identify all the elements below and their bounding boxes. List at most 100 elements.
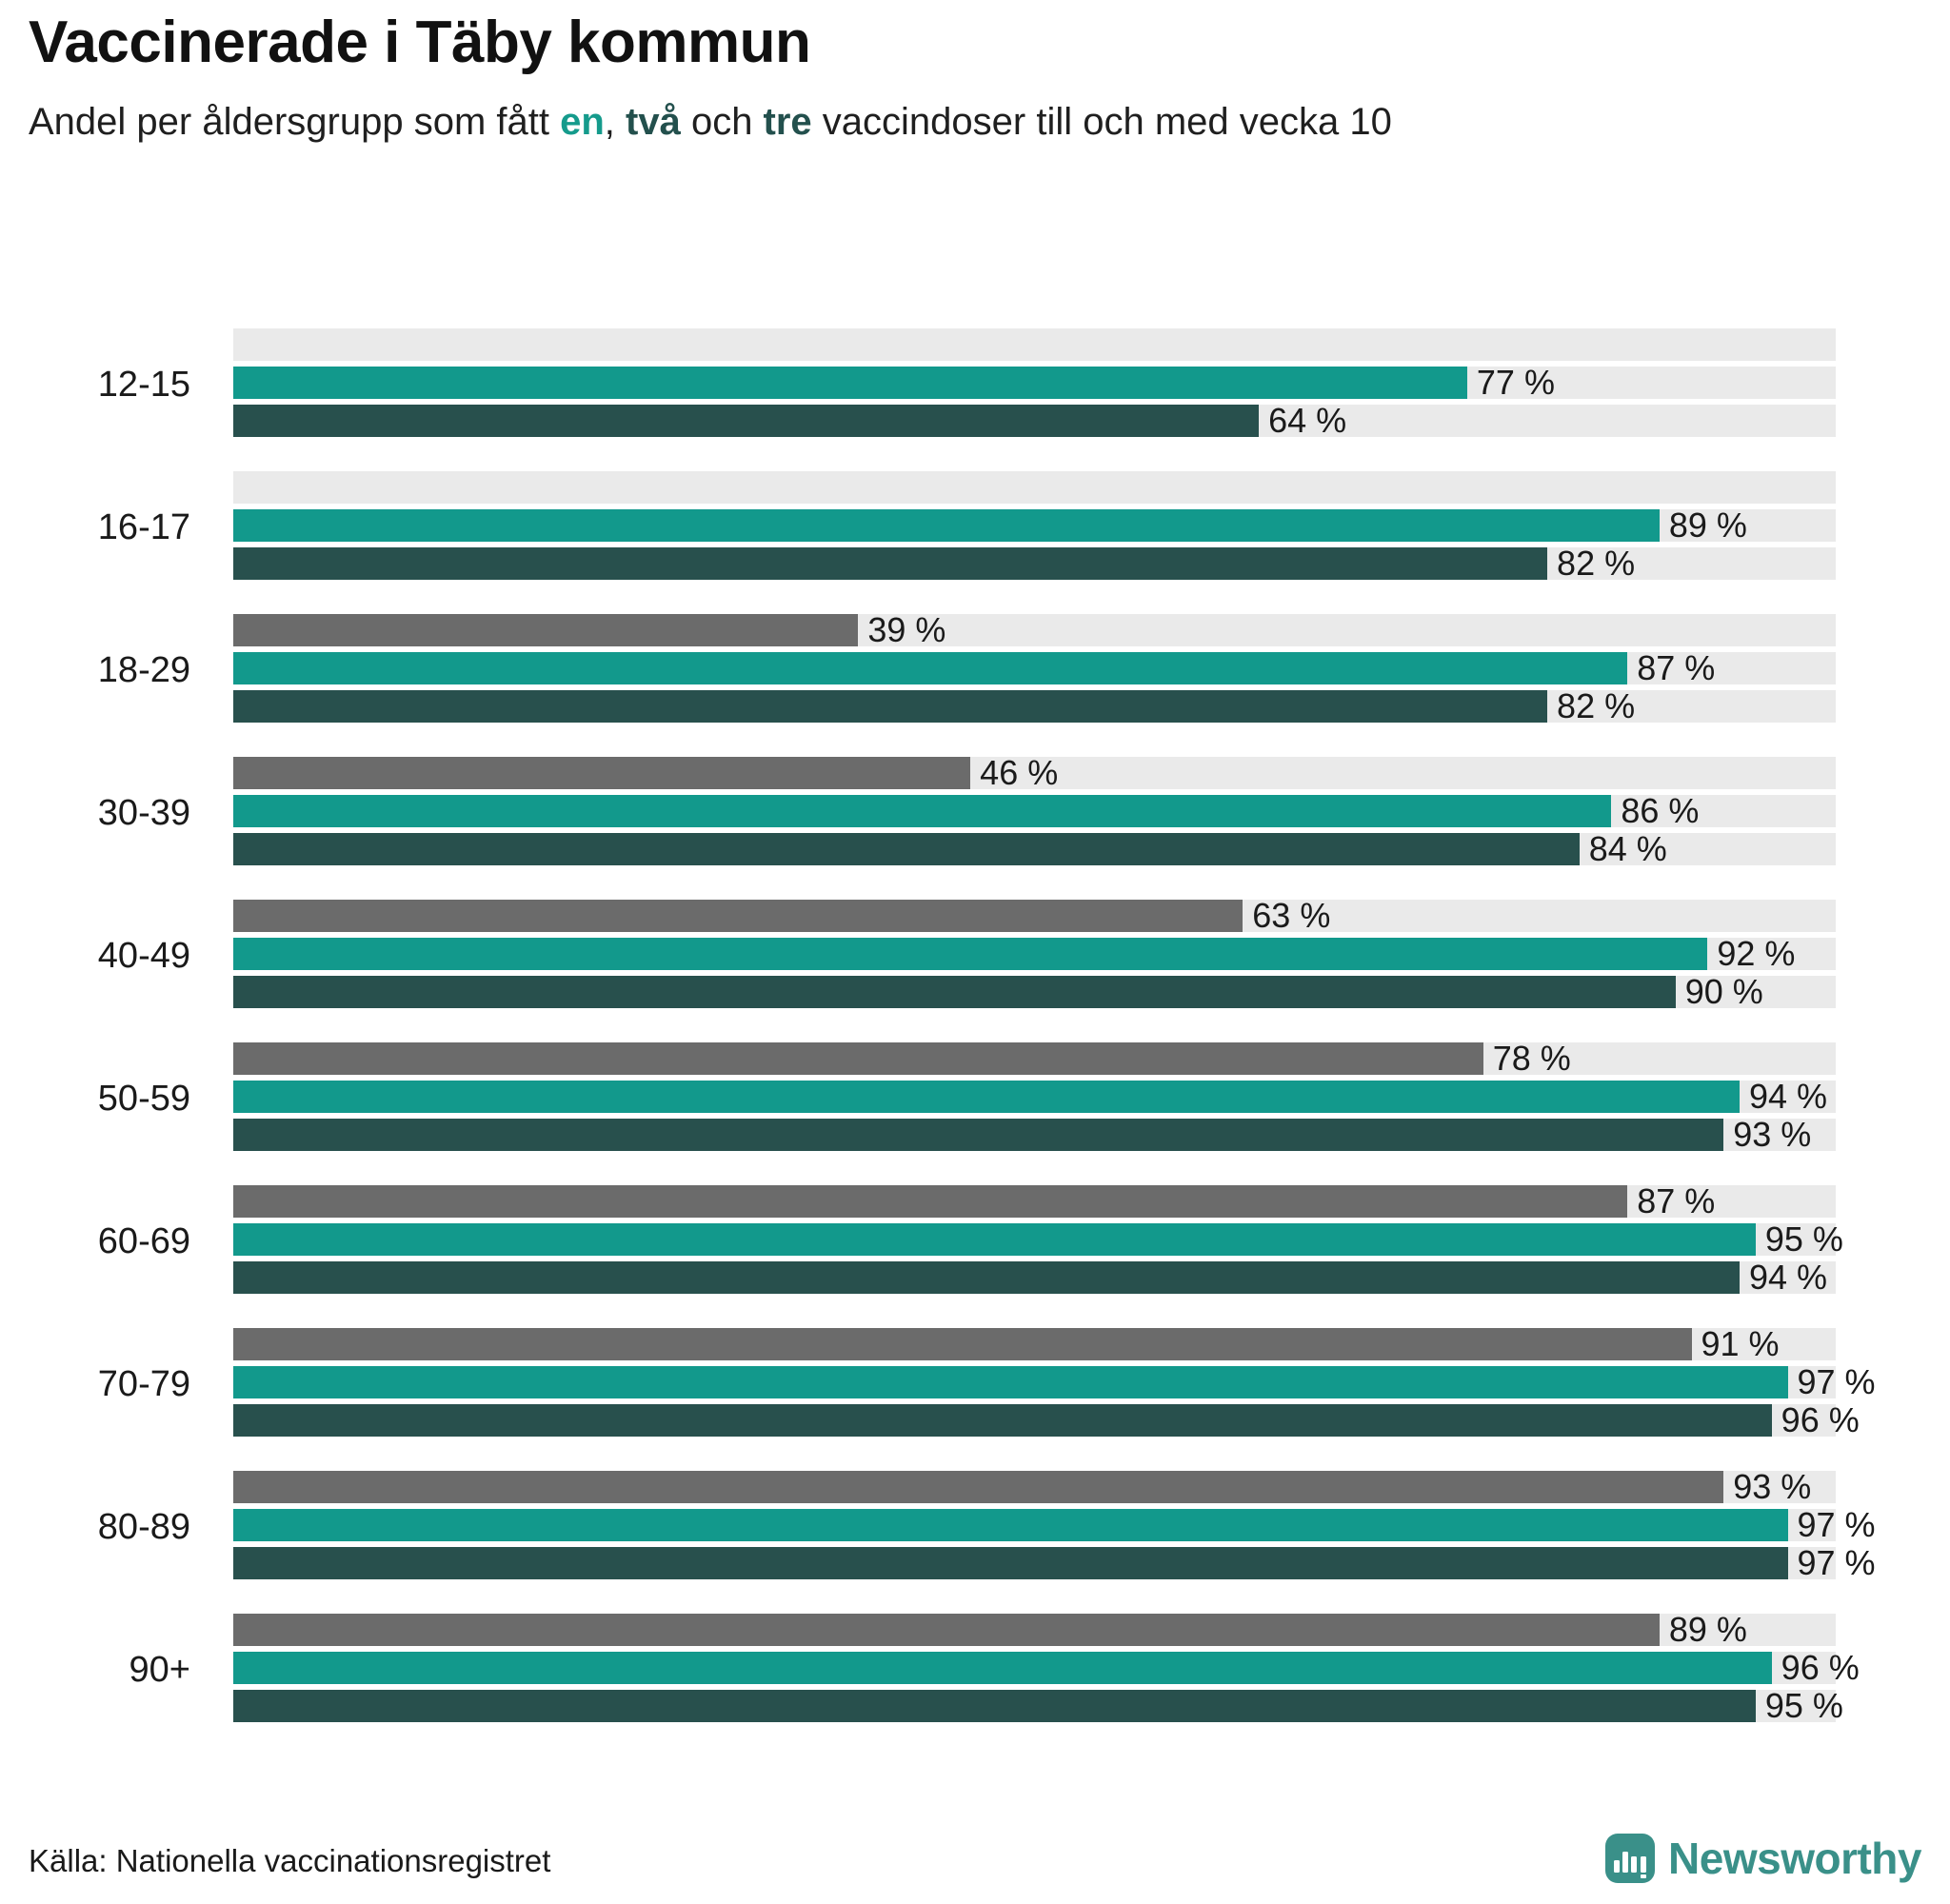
bar-track: 96 % <box>233 1400 1860 1439</box>
bar-två[interactable] <box>233 547 1548 580</box>
bar-track: 92 % <box>233 934 1836 973</box>
category-label: 80-89 <box>97 1507 190 1547</box>
bar-group: 50-59 78 % 94 % 93 % <box>0 1039 1950 1185</box>
bar-value-label: 91 % <box>1701 1324 1780 1363</box>
bar-value-label: 82 % <box>1557 686 1636 725</box>
bar-value-label: 90 % <box>1684 972 1763 1011</box>
bar-track: 90 % <box>233 972 1836 1011</box>
bar-value-label: 86 % <box>1621 791 1700 830</box>
chart-header: Vaccinerade i Täby kommun Andel per ålde… <box>29 11 1921 147</box>
bar-track: 97 % <box>233 1505 1876 1544</box>
bar-track: 95 % <box>233 1686 1843 1725</box>
bar-value-label: 87 % <box>1637 1181 1716 1220</box>
chart-footer: Källa: Nationella vaccinationsregistret … <box>29 1816 1921 1883</box>
bar-value-label: 97 % <box>1797 1543 1876 1582</box>
bar-track <box>233 471 1836 504</box>
bar-två[interactable] <box>233 976 1676 1008</box>
bar-value-label: 92 % <box>1717 934 1796 973</box>
category-label: 30-39 <box>97 793 190 833</box>
bar-två[interactable] <box>233 1547 1788 1579</box>
bar-en[interactable] <box>233 1509 1788 1541</box>
bar-track: 87 % <box>233 1181 1836 1220</box>
bar-en[interactable] <box>233 652 1628 684</box>
category-label: 16-17 <box>97 507 190 547</box>
bar-track: 78 % <box>233 1039 1836 1078</box>
bar-chart-plot-area: 12-15 77 % 64 % 16-17 89 % 82 % 18-29 39 % 87 % 8… <box>0 328 1950 1756</box>
bar-value-label: 93 % <box>1733 1467 1812 1506</box>
bar-två[interactable] <box>233 833 1580 865</box>
bar-value-label: 96 % <box>1781 1648 1860 1687</box>
bar-tre[interactable] <box>233 1042 1483 1075</box>
bar-value-label: 97 % <box>1797 1362 1876 1401</box>
subtitle-text-4: vaccindoser till och med vecka 10 <box>811 101 1392 144</box>
bar-två[interactable] <box>233 690 1548 723</box>
bar-track: 63 % <box>233 896 1836 935</box>
category-label: 70-79 <box>97 1364 190 1404</box>
bar-en[interactable] <box>233 1081 1741 1113</box>
category-label: 50-59 <box>97 1079 190 1119</box>
bar-två[interactable] <box>233 1261 1741 1294</box>
bar-två[interactable] <box>233 1404 1772 1437</box>
bar-group-rows: 63 % 92 % 90 % <box>233 896 1836 1014</box>
bar-group-rows: 77 % 64 % <box>233 328 1836 443</box>
bar-track: 46 % <box>233 753 1836 792</box>
bar-två[interactable] <box>233 1119 1724 1151</box>
bar-tre[interactable] <box>233 614 859 646</box>
bar-group-rows: 93 % 97 % 97 % <box>233 1467 1876 1585</box>
subtitle-legend-tva: två <box>626 101 681 144</box>
bar-två[interactable] <box>233 405 1260 437</box>
bar-track: 95 % <box>233 1220 1843 1259</box>
category-label: 90+ <box>129 1650 190 1690</box>
newsworthy-logo[interactable]: Newsworthy <box>1605 1834 1921 1883</box>
bar-en[interactable] <box>233 1652 1772 1684</box>
bar-value-label: 77 % <box>1476 363 1555 402</box>
bar-value-label: 93 % <box>1733 1115 1812 1154</box>
bar-tre[interactable] <box>233 1614 1660 1646</box>
bar-group-rows: 39 % 87 % 82 % <box>233 610 1836 728</box>
bar-track <box>233 328 1836 361</box>
bar-value-label: 84 % <box>1588 829 1667 868</box>
bar-tre[interactable] <box>233 1328 1692 1360</box>
bar-track: 94 % <box>233 1077 1836 1116</box>
bar-tre[interactable] <box>233 757 971 789</box>
bar-value-label: 94 % <box>1749 1077 1828 1116</box>
bar-group-rows: 78 % 94 % 93 % <box>233 1039 1836 1157</box>
bar-value-label: 95 % <box>1764 1686 1843 1725</box>
brand-name: Newsworthy <box>1668 1834 1921 1883</box>
bar-group-rows: 87 % 95 % 94 % <box>233 1181 1843 1299</box>
category-label: 40-49 <box>97 936 190 976</box>
bar-tre[interactable] <box>233 1185 1628 1218</box>
bar-tre[interactable] <box>233 1471 1724 1503</box>
bar-två[interactable] <box>233 1690 1756 1722</box>
bar-group: 18-29 39 % 87 % 82 % <box>0 610 1950 757</box>
bar-track: 86 % <box>233 791 1836 830</box>
subtitle-legend-tre: tre <box>763 101 812 144</box>
bar-en[interactable] <box>233 367 1467 399</box>
bar-value-label: 97 % <box>1797 1505 1876 1544</box>
bar-track: 82 % <box>233 544 1836 583</box>
bar-group: 30-39 46 % 86 % 84 % <box>0 753 1950 900</box>
bar-value-label: 96 % <box>1781 1400 1860 1439</box>
bar-value-label: 63 % <box>1252 896 1331 935</box>
bar-en[interactable] <box>233 795 1612 827</box>
bar-tre[interactable] <box>233 900 1244 932</box>
bar-value-label: 87 % <box>1637 648 1716 687</box>
bar-group: 12-15 77 % 64 % <box>0 328 1950 471</box>
bar-en[interactable] <box>233 938 1708 970</box>
bar-value-label: 94 % <box>1749 1258 1828 1297</box>
chart-subtitle: Andel per åldersgrupp som fått en, två o… <box>29 98 1819 147</box>
bar-en[interactable] <box>233 1366 1788 1398</box>
bar-track: 94 % <box>233 1258 1836 1297</box>
bar-en[interactable] <box>233 509 1660 542</box>
bar-track: 89 % <box>233 1610 1836 1649</box>
bar-value-label: 95 % <box>1764 1220 1843 1259</box>
bar-track: 91 % <box>233 1324 1836 1363</box>
bar-group: 16-17 89 % 82 % <box>0 471 1950 614</box>
bar-track: 64 % <box>233 401 1836 440</box>
bar-track: 97 % <box>233 1362 1876 1401</box>
bar-chart-exclamation-icon <box>1605 1834 1656 1883</box>
bar-group: 90+ 89 % 96 % 95 % <box>0 1610 1950 1756</box>
bar-track: 93 % <box>233 1115 1836 1154</box>
bar-en[interactable] <box>233 1223 1756 1256</box>
bar-track: 39 % <box>233 610 1836 649</box>
